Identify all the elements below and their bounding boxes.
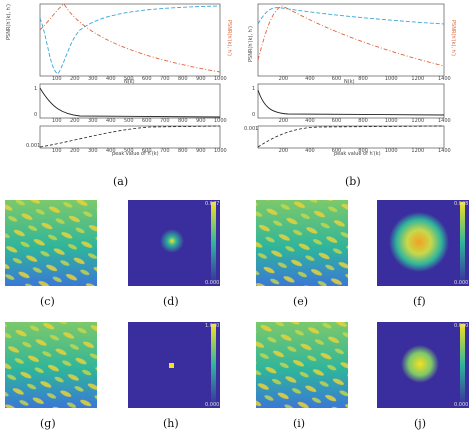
panel-b-xtick-0-0: 200 bbox=[278, 76, 289, 82]
colorbar-d-min: 0.000 bbox=[205, 280, 220, 286]
panel-b-xtick-2-3: 800 bbox=[358, 148, 368, 154]
panel-b-xtick-2-5: 1200 bbox=[411, 148, 425, 154]
colorbar-f-min: 0.000 bbox=[454, 280, 469, 286]
caption-i: (i) bbox=[293, 417, 306, 430]
panel-a-bottom-xlabel: peak value of h′(k) bbox=[112, 151, 159, 157]
panel-b-xtick-2-2: 600 bbox=[331, 148, 342, 154]
panel-a-xtick-0-5: 600 bbox=[142, 76, 152, 82]
panel-b-mid-ytick-1: 1 bbox=[252, 86, 256, 92]
image-h bbox=[128, 322, 220, 408]
panel-a-xtick-0-3: 400 bbox=[106, 76, 116, 82]
panel-a-xtick-2-6: 700 bbox=[160, 148, 170, 154]
panel-a-mid-ytick-1: 1 bbox=[34, 86, 38, 92]
colorbar-h-max: 1.000 bbox=[205, 323, 220, 329]
panel-b-xtick-0-5: 1200 bbox=[411, 76, 425, 82]
caption-b: (b) bbox=[345, 175, 361, 188]
panel-b-xtick-0-4: 1000 bbox=[384, 76, 398, 82]
panel-b-xtick-1-6: 1400 bbox=[438, 118, 451, 124]
panel-b-xtick-1-4: 1000 bbox=[384, 118, 398, 124]
panel-a-xtick-2-8: 900 bbox=[196, 148, 206, 154]
panel-a-xtick-0-4: 500 bbox=[124, 76, 134, 82]
colorbar-d-max: 0.077 bbox=[205, 201, 220, 207]
panel-a-xtick-1-8: 900 bbox=[196, 118, 206, 124]
caption-g: (g) bbox=[40, 417, 56, 430]
panel-b-xtick-2-1: 400 bbox=[305, 148, 315, 154]
panel-a-xtick-2-3: 400 bbox=[106, 148, 116, 154]
panel-b-xtick-1-1: 400 bbox=[305, 118, 315, 124]
panel-a-xtick-1-4: 500 bbox=[124, 118, 134, 124]
panel-a-xtick-1-0: 100 bbox=[52, 118, 62, 124]
panel-a-bot-ytick: 0.001 bbox=[26, 143, 41, 149]
panel-b-xtick-0-6: 1400 bbox=[438, 76, 451, 82]
panel-b-xtick-0-2: 600 bbox=[331, 76, 342, 82]
panel-a-xtick-0-2: 300 bbox=[88, 76, 98, 82]
panel-a-xtick-0-6: 700 bbox=[160, 76, 170, 82]
panel-a-xtick-0-7: 800 bbox=[178, 76, 188, 82]
panel-b-bot-ytick: 0.001 bbox=[244, 126, 259, 132]
colorbar-j-min: 0.000 bbox=[454, 402, 469, 408]
panel-a-xtick-2-5: 600 bbox=[142, 148, 152, 154]
panel-b-bottom-xlabel: peak value of h′(k) bbox=[334, 151, 381, 157]
panel-a-xtick-1-1: 200 bbox=[70, 118, 80, 124]
panel-a-xtick-1-5: 600 bbox=[142, 118, 152, 124]
panel-b-xtick-2-4: 1000 bbox=[384, 148, 398, 154]
image-e bbox=[256, 200, 348, 286]
panel-b-xtick-0-1: 400 bbox=[305, 76, 315, 82]
panel-b-xtick-1-0: 200 bbox=[278, 118, 289, 124]
panel-a-xtick-2-4: 500 bbox=[124, 148, 134, 154]
panel-a-xtick-1-3: 400 bbox=[106, 118, 116, 124]
panel-a-xtick-2-0: 100 bbox=[52, 148, 62, 154]
panel-a-xtick-1-7: 800 bbox=[178, 118, 188, 124]
caption-d: (d) bbox=[163, 295, 179, 308]
colorbar-j-max: 0.090 bbox=[454, 323, 469, 329]
image-d bbox=[128, 200, 220, 286]
colorbar-f-max: 0.008 bbox=[454, 201, 469, 207]
image-g bbox=[5, 322, 97, 408]
panel-a-xtick-0-1: 200 bbox=[70, 76, 80, 82]
panel-a-xtick-2-2: 300 bbox=[88, 148, 98, 154]
panel-a-xtick-1-6: 700 bbox=[160, 118, 170, 124]
image-c bbox=[5, 200, 97, 286]
panel-a-xtick-0-8: 900 bbox=[196, 76, 206, 82]
panel-b-xtick-2-0: 200 bbox=[278, 148, 289, 154]
caption-j: (j) bbox=[414, 417, 426, 430]
panel-a-mid-ytick-0: 0 bbox=[34, 112, 38, 118]
panel-a-top-xlabel: N(k) bbox=[124, 79, 135, 85]
panel-a-xtick-2-7: 800 bbox=[178, 148, 188, 154]
panel-b-xtick-0-3: 800 bbox=[358, 76, 368, 82]
panel-b-xtick-1-2: 600 bbox=[331, 118, 342, 124]
panel-a-xtick-1-9: 1000 bbox=[214, 118, 227, 124]
caption-c: (c) bbox=[40, 295, 55, 308]
panel-b-xtick-2-6: 1400 bbox=[438, 148, 451, 154]
panel-a-xtick-0-0: 100 bbox=[52, 76, 62, 82]
panel-b-xtick-1-3: 800 bbox=[358, 118, 368, 124]
caption-f: (f) bbox=[413, 295, 426, 308]
caption-h: (h) bbox=[163, 417, 179, 430]
panel-b-top-xlabel: N(k) bbox=[344, 79, 355, 85]
caption-a: (a) bbox=[113, 175, 129, 188]
image-f bbox=[377, 200, 469, 286]
image-j bbox=[377, 322, 469, 408]
colorbar-h-min: 0.000 bbox=[205, 402, 220, 408]
panel-a-xtick-1-2: 300 bbox=[88, 118, 98, 124]
caption-e: (e) bbox=[293, 295, 309, 308]
panel-b-mid-ytick-0: 0 bbox=[252, 112, 256, 118]
panel-a-xtick-0-9: 1000 bbox=[214, 76, 227, 82]
panel-b-xtick-1-5: 1200 bbox=[411, 118, 425, 124]
panel-a-xtick-2-1: 200 bbox=[70, 148, 80, 154]
panel-a-xtick-2-9: 1000 bbox=[214, 148, 227, 154]
image-i bbox=[256, 322, 348, 408]
